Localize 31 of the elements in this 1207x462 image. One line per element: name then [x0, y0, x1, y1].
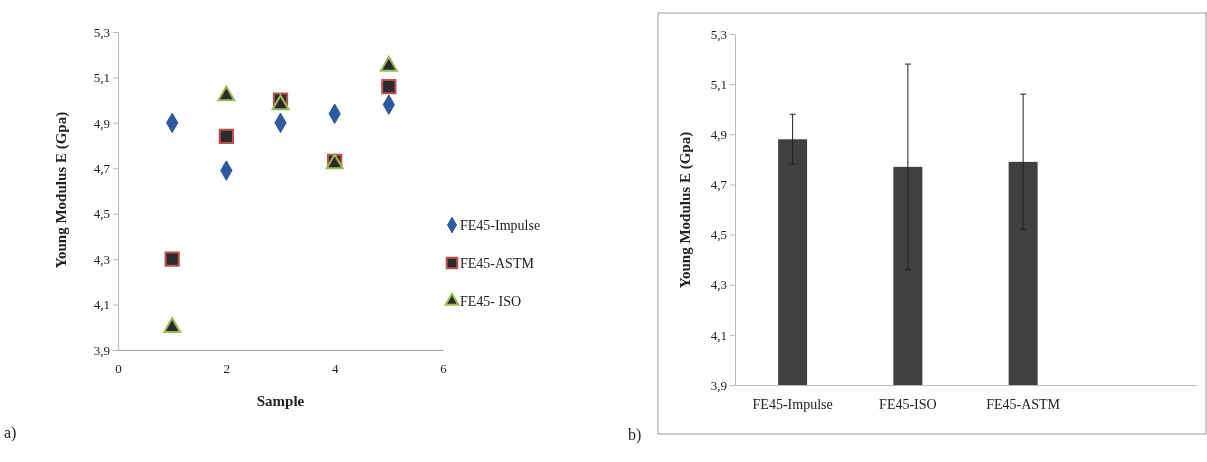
y-axis-title: Young Modulus E (Gpa): [53, 111, 70, 269]
x-tick-label: 0: [115, 361, 122, 377]
y-tick-label: 4,9: [710, 126, 727, 142]
x-tick-label: 6: [440, 361, 448, 377]
y-axis-title: Young Modulus E (Gpa): [677, 131, 694, 289]
y-tick-label: 4,7: [710, 177, 728, 193]
legend-label: FE45-Impulse: [460, 218, 541, 233]
y-tick-label: 5,3: [710, 26, 727, 42]
y-tick-label: 4,3: [93, 251, 110, 267]
text: a): [4, 424, 17, 442]
y-tick-label: 4,5: [93, 206, 110, 222]
y-tick-label: 4,1: [710, 327, 727, 343]
y-tick-label: 3,9: [710, 377, 727, 393]
x-axis-title: Sample: [256, 393, 305, 409]
y-tick-label: 4,3: [710, 277, 727, 293]
y-tick-label: 4,9: [93, 115, 110, 131]
x-tick-label: FE45-Impulse: [752, 396, 833, 412]
x-tick-label: 4: [331, 361, 339, 377]
y-tick-label: 4,5: [710, 227, 727, 243]
x-tick-label: FE45-ASTM: [986, 396, 1061, 412]
y-tick-label: 4,7: [93, 160, 111, 176]
text: b): [628, 426, 642, 444]
x-tick-label: 2: [223, 361, 231, 377]
y-tick-label: 5,1: [93, 70, 110, 86]
legend-label: FE45-ASTM: [460, 256, 535, 271]
y-tick-label: 3,9: [93, 342, 110, 358]
y-tick-label: 5,3: [93, 24, 110, 40]
y-tick-label: 5,1: [710, 76, 727, 92]
x-tick-label: FE45-ISO: [879, 396, 937, 412]
y-tick-label: 4,1: [93, 297, 110, 313]
legend-label: FE45- ISO: [460, 294, 522, 309]
